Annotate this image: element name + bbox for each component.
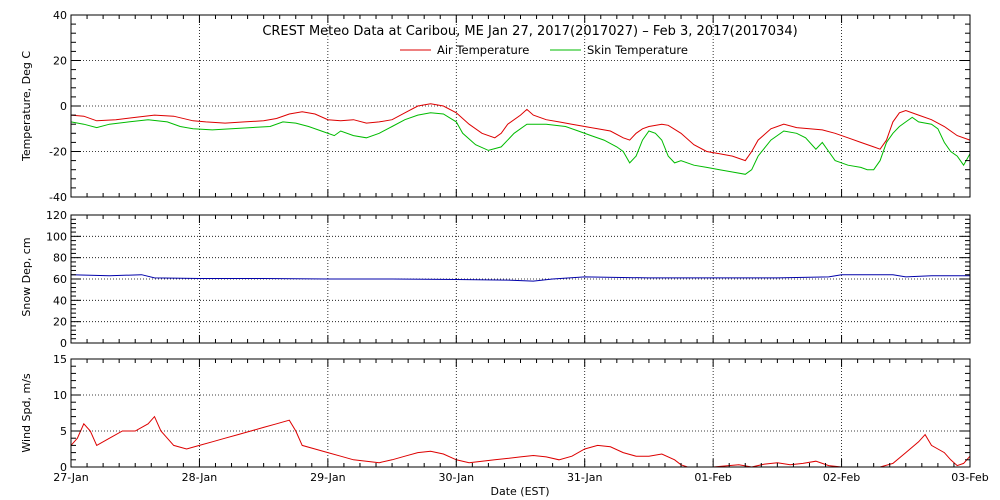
x-tick-label: 30-Jan: [439, 471, 475, 484]
y-tick-label-wind: 15: [53, 353, 67, 366]
x-tick-label: 02-Feb: [823, 471, 860, 484]
y-tick-label-snow: 80: [53, 252, 67, 265]
y-tick-label-wind: 0: [60, 461, 67, 474]
series-line-temperature-0: [70, 103, 971, 162]
x-tick-label: 29-Jan: [310, 471, 346, 484]
y-tick-label-snow: 40: [53, 294, 67, 307]
y-axis-label-temperature: Temperature, Deg C: [20, 51, 33, 162]
y-tick-label-temperature: 40: [53, 9, 67, 22]
y-tick-label-snow: 0: [60, 337, 67, 350]
x-tick-label: 03-Feb: [951, 471, 988, 484]
chart-title: CREST Meteo Data at Caribou, ME Jan 27, …: [262, 24, 797, 39]
series-line-temperature-1: [70, 112, 971, 175]
x-axis-label: Date (EST): [490, 485, 549, 498]
y-tick-label-temperature: -40: [49, 191, 67, 204]
axis-ticks: [70, 14, 971, 468]
series-line-snow-0: [70, 274, 970, 282]
x-tick-label: 01-Feb: [694, 471, 731, 484]
y-tick-label-wind: 5: [60, 425, 67, 438]
y-tick-label-snow: 100: [46, 230, 67, 243]
x-tick-label: 31-Jan: [567, 471, 603, 484]
tick-labels: -40 -20 0 20 40 0 20 40 60 80 100 120 0 5 10 15 27-Jan 28…: [46, 9, 989, 484]
y-tick-label-temperature: -20: [49, 146, 67, 159]
y-tick-label-snow: 120: [46, 209, 67, 222]
y-tick-label-wind: 10: [53, 389, 67, 402]
y-axis-label-wind: Wind Spd, m/s: [20, 373, 33, 453]
x-tick-label: 27-Jan: [53, 471, 89, 484]
y-tick-label-temperature: 0: [60, 100, 67, 113]
legend: Air Temperature Skin Temperature: [400, 43, 688, 57]
y-tick-label-temperature: 20: [53, 55, 67, 68]
x-tick-label: 28-Jan: [182, 471, 218, 484]
y-tick-label-snow: 20: [53, 316, 67, 329]
y-tick-label-snow: 60: [53, 273, 67, 286]
legend-air-label: Air Temperature: [437, 43, 529, 57]
legend-skin-label: Skin Temperature: [587, 43, 688, 57]
y-axis-label-snow: Snow Dep, cm: [20, 237, 33, 316]
